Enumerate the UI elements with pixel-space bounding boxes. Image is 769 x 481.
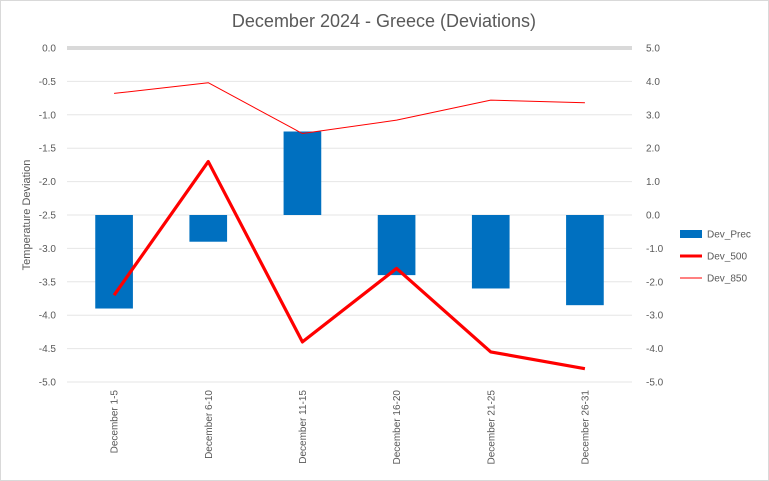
legend-label: Dev_Prec (707, 230, 751, 241)
secondary-y-tick-label: 1.0 (646, 177, 660, 188)
primary-y-tick-label: -1.0 (39, 110, 57, 121)
secondary-y-tick-label: -3.0 (646, 311, 664, 322)
x-axis: December 1-5 December 6-10 December 11-15 D… (110, 390, 592, 465)
bar-dev-prec (189, 215, 228, 242)
secondary-y-axis: 5.0 4.0 3.0 2.0 1.0 0.0 -1.0 -2.0 -3.0 -4.0 -5.0 (646, 44, 664, 389)
x-tick-label: December 1-5 (110, 390, 121, 454)
legend: Dev_Prec Dev_500 Dev_850 (680, 230, 751, 285)
secondary-y-tick-label: 0.0 (646, 211, 660, 222)
legend-label: Dev_500 (707, 252, 747, 263)
primary-y-tick-label: -1.5 (39, 144, 57, 155)
bar-dev-prec (566, 215, 604, 306)
x-tick-label: December 16-20 (392, 390, 403, 465)
legend-label: Dev_850 (707, 274, 747, 285)
gridlines (67, 46, 632, 383)
bar-series (95, 131, 604, 309)
line-dev-850 (114, 82, 585, 135)
chart-title: December 2024 - Greece (Deviations) (232, 11, 536, 31)
x-tick-label: December 6-10 (204, 390, 215, 459)
legend-swatch-dev-prec (680, 230, 702, 238)
primary-y-tick-label: -2.0 (39, 177, 57, 188)
primary-y-tick-label: -5.0 (39, 378, 57, 389)
primary-y-tick-label: -2.5 (39, 211, 57, 222)
secondary-y-tick-label: -4.0 (646, 344, 664, 355)
secondary-y-tick-label: 3.0 (646, 110, 660, 121)
primary-y-axis: 0.0 -0.5 -1.0 -1.5 -2.0 -2.5 -3.0 -3.5 -4.0 -4.5 -… (39, 44, 57, 389)
secondary-y-tick-label: -5.0 (646, 378, 664, 389)
bar-dev-prec (377, 215, 416, 276)
primary-y-tick-label: -0.5 (39, 77, 57, 88)
secondary-y-tick-label: 4.0 (646, 77, 660, 88)
secondary-y-tick-label: 2.0 (646, 144, 660, 155)
bar-dev-prec (283, 131, 322, 215)
primary-y-tick-label: -3.0 (39, 244, 57, 255)
x-tick-label: December 11-15 (298, 390, 309, 464)
x-tick-label: December 21-25 (486, 390, 497, 465)
primary-y-tick-label: -3.5 (39, 277, 57, 288)
y-axis-title: Temperature Deviation (21, 160, 33, 271)
secondary-y-tick-label: -2.0 (646, 277, 664, 288)
secondary-y-tick-label: -1.0 (646, 244, 664, 255)
line-series (112, 82, 586, 371)
primary-y-tick-label: -4.5 (39, 344, 57, 355)
primary-y-tick-label: 0.0 (42, 44, 56, 55)
bar-dev-prec (471, 215, 510, 289)
line-dev-500 (112, 159, 586, 371)
x-tick-label: December 26-31 (580, 390, 591, 465)
secondary-y-tick-label: 5.0 (646, 44, 660, 55)
primary-y-tick-label: -4.0 (39, 311, 57, 322)
